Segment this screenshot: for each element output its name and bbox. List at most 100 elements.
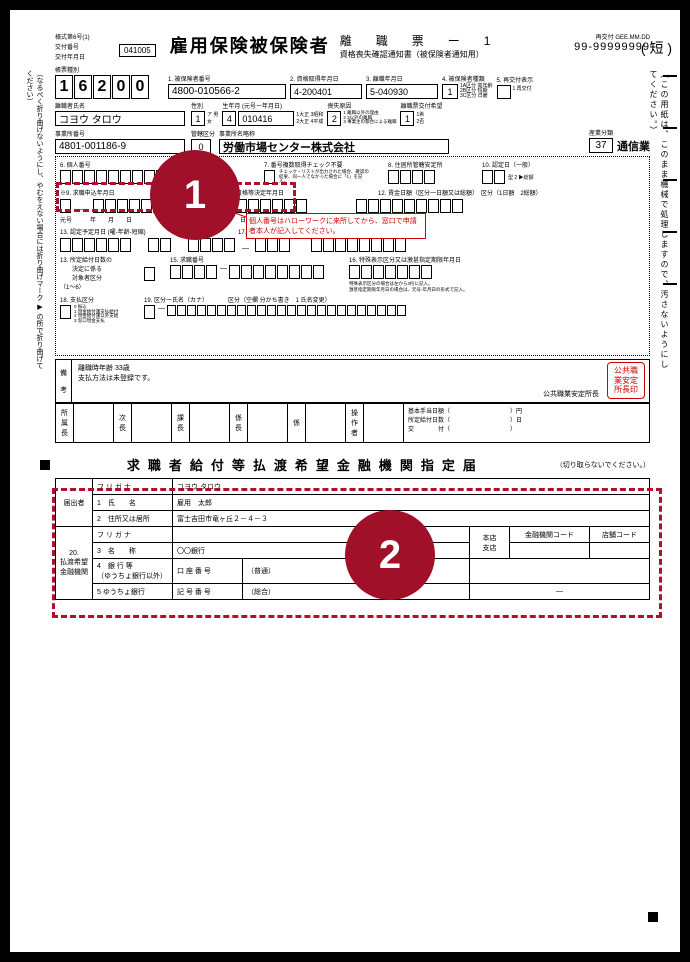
l5: 5. 再交付表示: [497, 75, 534, 84]
sh-r1: 基本手当日額（ ）円: [408, 406, 645, 415]
cause-note: 1 離職以外の理由 2 3以外の離職 3 事業主の都合による離職: [343, 111, 396, 126]
l10: 10. 認定日（一般）: [482, 160, 534, 169]
l15: 15. 求職番号: [170, 255, 325, 264]
l13b4: （1～6）: [60, 282, 140, 291]
l3: 3. 離職年月日: [366, 74, 438, 83]
sub-title-2: 資格喪失確認通知書（被保険者通知用）: [340, 49, 497, 60]
l-cause: 喪失原因: [327, 101, 396, 110]
v-birth-date: 010416: [238, 111, 294, 126]
l13b1: 13. 所定給付日数の: [60, 255, 140, 264]
boxes-17a: [188, 238, 236, 252]
l-sangyou: 産業分類: [589, 128, 650, 137]
box18: [60, 305, 71, 319]
label-choubo: 帳票種別: [55, 65, 150, 74]
sh-kakari: 係: [288, 404, 306, 442]
right-edge-markers: [663, 75, 677, 285]
box19a: [144, 305, 155, 319]
l-rishoku: 離職票交付希望: [400, 101, 442, 110]
biko-label: 備 考: [56, 360, 72, 402]
v1: 4800-010566-2: [168, 84, 286, 99]
l4-notes: 1A区分 高年齢 2B区分 短期 3C区分 日雇: [460, 84, 493, 99]
boxes-17b: [255, 238, 291, 252]
birth-note: 1大正 3昭和 2大正 4平成: [296, 111, 323, 126]
form-date: 041005: [119, 44, 156, 57]
boxes-kouza: [311, 238, 407, 252]
l19: 19. 区分ー氏名（カナ）: [144, 295, 208, 304]
sub-title-1: 離 職 票 ー 1: [340, 32, 497, 49]
sex-note: ア 男 女: [207, 111, 218, 126]
biko-line2: 支払方法は未登録です。: [78, 373, 643, 383]
badge-2: 2: [345, 510, 435, 600]
l18: 18. 支払区分: [60, 295, 140, 304]
l-kankatsu: 管轄区分: [191, 129, 215, 138]
form-id-3: 交付年月日: [55, 52, 113, 61]
left-margin-note: （なるべく折り曲げないようにし、やむをえない場合には折り曲げマーク ▶ の所で折…: [24, 70, 44, 370]
l-birth: 生年月 (元号ー年月日): [222, 101, 323, 110]
boxes-14: [148, 238, 172, 252]
l-jigyosho: 事業所名略称: [219, 129, 585, 138]
l16-note: 特殊表示区分の場合は左から3桁に記入。 激甚指定期限年月日の場合は、元号-年月日…: [349, 281, 645, 293]
l2: 2. 資格取得年月日: [290, 74, 362, 83]
v-cause: 2: [327, 111, 341, 126]
sh-r2: 所定給付日数（ ）日: [408, 415, 645, 424]
l4: 4. 被保険者種類: [442, 74, 493, 83]
v3: 5-040930: [366, 84, 438, 99]
v-office: 4801-001186-9: [55, 139, 185, 154]
box13b: [144, 267, 155, 281]
l5-note: 1 再交付: [513, 85, 532, 99]
sh-kakarichou: 係 長: [230, 404, 248, 442]
l18-note: 0 振込 1 現金給付課支払給付 2 現金給付課以外支給 3 窓口現金支払: [74, 305, 118, 323]
sh-shozoku: 所 属 長: [56, 404, 74, 442]
header: 様式第6号(1) 交付番号 交付年月日 041005 雇用保険被保険者 離 職 …: [55, 32, 650, 61]
sh-kachou: 課 長: [172, 404, 190, 442]
v5-box: [497, 85, 511, 99]
badge-1: 1: [150, 150, 240, 240]
marker-sq-1: [40, 460, 50, 470]
boxes-15a: [170, 265, 218, 279]
section2-title: 求職者給付等払渡希望金融機関指定届: [55, 455, 556, 474]
v-jigyosho: 労働市場センター株式会社: [219, 139, 449, 154]
biko-line1: 離職時年齢 33歳: [78, 363, 643, 373]
form-id-1: 様式第6号(1): [55, 32, 113, 41]
reissue-num: 99-99999999: [574, 41, 650, 53]
choubo-digits: 16200: [55, 75, 150, 99]
v-birth-era: 4: [222, 111, 236, 126]
main-title: 雇用保険被保険者: [170, 32, 330, 58]
rishoku-note: 1希 2否: [416, 111, 424, 126]
cut-note: （切り取らないでください。）: [556, 460, 650, 470]
sh-sousaku: 操 作 者: [346, 404, 364, 442]
l7: 7. 番号複数取得チェック不要: [264, 160, 384, 169]
boxes-16: [349, 265, 645, 279]
v-name: コヨウ タロウ: [55, 111, 185, 126]
shozoku-frame: 所 属 長 次 長 課 長 係 長 係 操 作 者 基本手当日額（ ）円 所定給…: [55, 403, 650, 443]
l1: 1. 被保険者番号: [168, 74, 286, 83]
form-id-2: 交付番号: [55, 42, 113, 51]
v-sex: 1: [191, 111, 205, 126]
boxes-8: [388, 170, 478, 184]
l-name: 離職者氏名: [55, 101, 187, 110]
l19b: 区分（空欄 分かち書き 1 氏名変更）: [228, 295, 331, 304]
boxes-chingin: [356, 199, 464, 213]
form-page: （なるべく折り曲げないようにし、やむをえない場合には折り曲げマーク ▶ の所で折…: [10, 10, 680, 952]
l13b3: 対象者区分: [60, 273, 140, 282]
sh-r3: 交 付（ ）: [408, 424, 645, 433]
sh-jichou: 次 長: [114, 404, 132, 442]
stamp-line: 公共職業安定所長: [543, 389, 599, 399]
v4: 1: [442, 84, 458, 99]
l-office: 事業所番号: [55, 129, 187, 138]
note10: 型 2 ▶総額: [508, 174, 534, 181]
boxes-19: [167, 305, 407, 319]
v-sangyou-name: 通信業: [617, 138, 650, 154]
l13b2: 決定に係る: [60, 264, 140, 273]
l8: 8. 住居所管轄安定所: [388, 160, 478, 169]
boxes-13a: [60, 238, 132, 252]
v-rishoku: 1: [400, 111, 414, 126]
l13a: 13. 認定予定月日 (曜-年齢-短縮): [60, 227, 180, 236]
red-note: 個人番号はハローワークに来所してから、窓口で申請者本人が記入してください。: [246, 213, 426, 239]
l16: 16. 特殊表示区分又は激甚指定期限年月日: [349, 255, 645, 264]
biko-frame: 備 考 離職時年齢 33歳 支払方法は未登録です。 公共職業安定所長 公共職 業…: [55, 359, 650, 403]
boxes-10: [482, 170, 506, 184]
boxes-15b: [229, 265, 325, 279]
v-sangyou-code: 37: [589, 138, 613, 153]
short-label: ( 短 ): [641, 38, 672, 58]
